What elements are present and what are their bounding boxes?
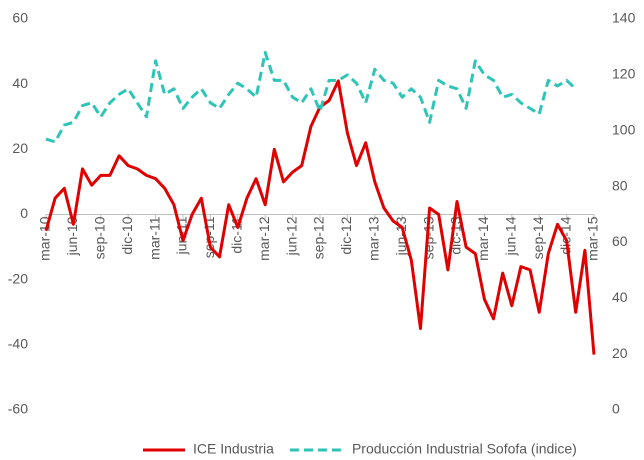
x-tick-label: mar-14 bbox=[475, 216, 491, 261]
x-tick-label: mar-12 bbox=[256, 216, 272, 261]
y2-tick-label: 20 bbox=[612, 345, 628, 361]
x-tick-label: dic-12 bbox=[338, 216, 354, 254]
y-tick-label: -60 bbox=[8, 401, 28, 417]
x-tick-label: jun-12 bbox=[283, 216, 299, 256]
x-tick-label: jun-13 bbox=[393, 216, 409, 256]
y2-tick-label: 120 bbox=[612, 66, 636, 82]
y-tick-label: 40 bbox=[12, 75, 28, 91]
x-tick-label: mar-13 bbox=[366, 216, 382, 261]
x-tick-label: mar-11 bbox=[146, 216, 162, 260]
y2-tick-label: 140 bbox=[612, 10, 636, 26]
y2-tick-label: 0 bbox=[612, 401, 620, 417]
y-tick-label: 60 bbox=[12, 10, 28, 26]
y2-tick-label: 80 bbox=[612, 177, 628, 193]
x-tick-label: sep-12 bbox=[311, 216, 327, 259]
x-tick-label: sep-10 bbox=[92, 216, 108, 259]
series-line bbox=[45, 51, 577, 144]
x-tick-label: dic-11 bbox=[229, 216, 245, 253]
legend-label: Producción Industrial Sofofa (indice) bbox=[352, 441, 577, 457]
y-tick-label: 20 bbox=[12, 140, 28, 156]
legend-label: ICE Industria bbox=[193, 441, 274, 457]
y2-tick-label: 100 bbox=[612, 121, 636, 137]
y2-tick-label: 40 bbox=[612, 289, 628, 305]
x-tick-label: jun-14 bbox=[503, 216, 519, 256]
x-tick-label: sep-14 bbox=[530, 216, 546, 259]
y-tick-label: 0 bbox=[20, 205, 28, 221]
x-tick-label: mar-10 bbox=[37, 216, 53, 261]
y-tick-label: -40 bbox=[8, 336, 28, 352]
x-tick-label: jun-10 bbox=[64, 216, 80, 256]
y-tick-label: -20 bbox=[8, 270, 28, 286]
y2-tick-label: 60 bbox=[612, 233, 628, 249]
x-tick-label: mar-15 bbox=[585, 216, 601, 261]
x-tick-label: dic-10 bbox=[119, 216, 135, 254]
